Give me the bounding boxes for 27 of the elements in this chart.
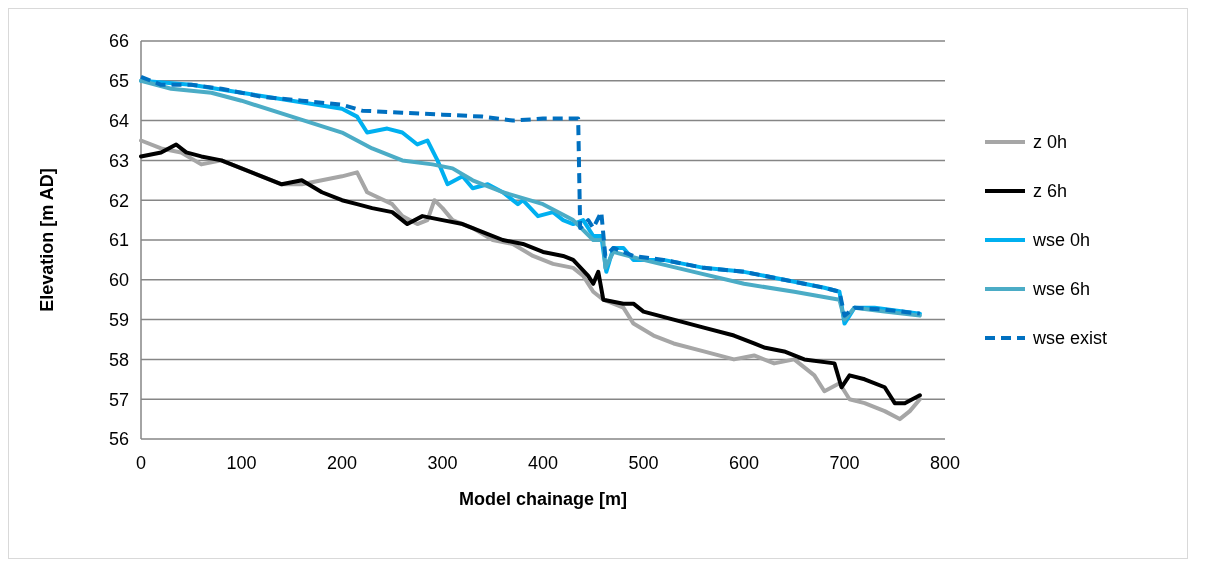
y-tick-label: 63 <box>108 150 129 171</box>
x-tick-label: 0 <box>135 453 147 473</box>
x-tick-label: 800 <box>929 453 961 473</box>
x-tick-label: 500 <box>628 453 659 473</box>
x-axis-title: Model chainage [m] <box>458 489 628 509</box>
y-axis-title: Elevation [m AD] <box>37 168 57 312</box>
y-tick-label: 59 <box>108 309 129 330</box>
legend-label: wse 6h <box>1032 279 1091 300</box>
x-tick-label: 300 <box>427 453 458 473</box>
legend-label: z 6h <box>1033 181 1068 202</box>
x-tick-label: 600 <box>728 453 760 473</box>
y-tick-label: 58 <box>108 349 129 370</box>
legend-label: z 0h <box>1033 132 1068 153</box>
legend-label: wse exist <box>1032 328 1108 349</box>
x-tick-label: 400 <box>527 453 559 473</box>
y-tick-label: 61 <box>108 230 129 251</box>
legend-label: wse 0h <box>1032 230 1091 251</box>
x-tick-label: 700 <box>829 453 860 473</box>
y-tick-label: 64 <box>108 110 129 131</box>
y-tick-label: 60 <box>108 270 129 291</box>
y-tick-label: 56 <box>108 429 129 450</box>
y-tick-label: 66 <box>108 31 129 52</box>
y-tick-label: 62 <box>108 190 129 211</box>
y-tick-label: 57 <box>108 389 129 410</box>
x-tick-label: 200 <box>326 453 358 473</box>
x-tick-label: 100 <box>226 453 257 473</box>
y-tick-label: 65 <box>108 71 129 92</box>
